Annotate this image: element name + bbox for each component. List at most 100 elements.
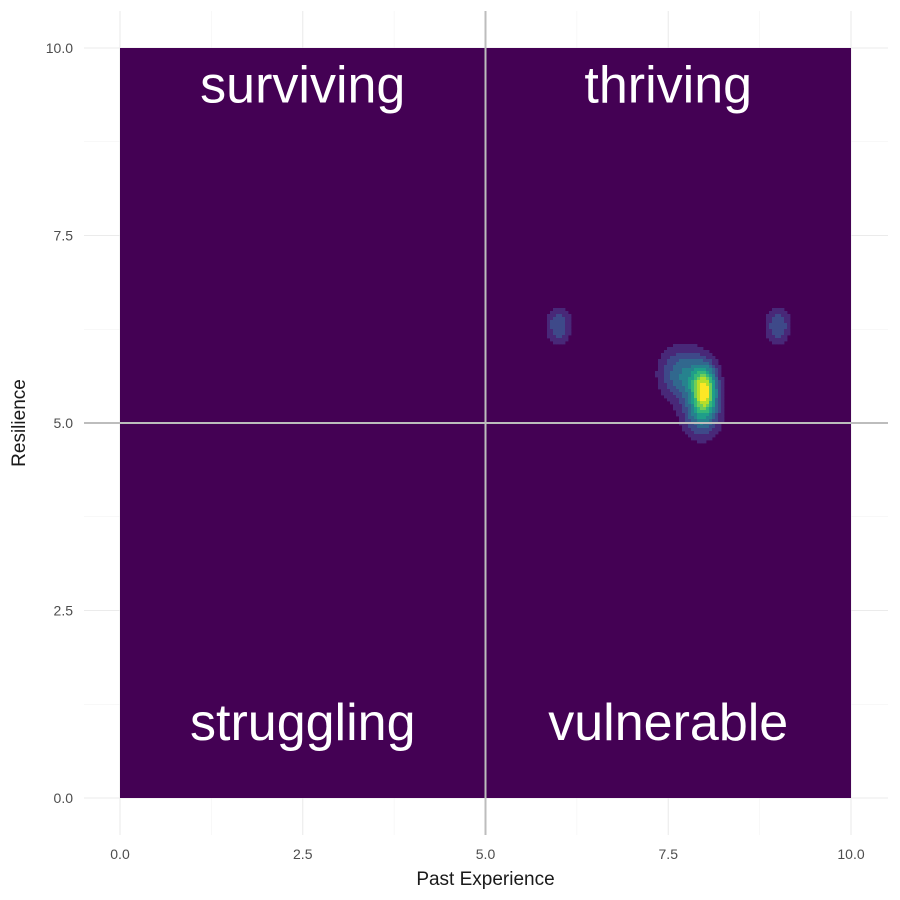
density-cell [700, 383, 704, 387]
density-cell [691, 374, 695, 378]
density-cell [700, 407, 704, 411]
density-cell [784, 317, 788, 321]
density-cell [688, 410, 692, 414]
density-cell [667, 392, 671, 396]
density-cell [718, 380, 722, 384]
density-cell [706, 353, 710, 357]
density-cell [691, 428, 695, 432]
density-cell [718, 368, 722, 372]
density-cell [670, 380, 674, 384]
density-cell [766, 314, 770, 318]
density-cell [667, 380, 671, 384]
density-cell [718, 398, 722, 402]
density-cell [676, 377, 680, 381]
density-cell [691, 437, 695, 441]
density-cell [685, 425, 689, 429]
density-cell [721, 380, 725, 384]
density-cell [787, 329, 791, 333]
density-cell [556, 320, 560, 324]
density-cell [679, 410, 683, 414]
density-cell [697, 431, 701, 435]
density-cell [547, 314, 551, 318]
density-cell [712, 374, 716, 378]
density-cell [682, 362, 686, 366]
density-cell [685, 356, 689, 360]
density-cell [775, 311, 779, 315]
density-cell [676, 386, 680, 390]
density-cell [697, 371, 701, 375]
density-cell [670, 401, 674, 405]
density-cell [679, 389, 683, 393]
density-cell [670, 353, 674, 357]
x-tick-label: 7.5 [659, 846, 679, 862]
density-cell [685, 344, 689, 348]
density-cell [682, 416, 686, 420]
density-cell [721, 419, 725, 423]
y-axis-title: Resilience [9, 379, 30, 467]
density-cell [682, 383, 686, 387]
density-cell [772, 308, 776, 312]
density-cell [550, 314, 554, 318]
density-cell [562, 338, 566, 342]
density-cell [682, 350, 686, 354]
density-cell [700, 404, 704, 408]
density-cell [703, 407, 707, 411]
density-cell [688, 362, 692, 366]
density-cell [697, 428, 701, 432]
density-cell [685, 410, 689, 414]
density-cell [697, 401, 701, 405]
density-cell [706, 425, 710, 429]
density-cell [565, 323, 569, 327]
density-cell [556, 341, 560, 345]
density-cell [709, 410, 713, 414]
density-cell [700, 440, 704, 444]
density-cell [688, 371, 692, 375]
density-cell [679, 344, 683, 348]
density-cell [700, 386, 704, 390]
density-cell [691, 419, 695, 423]
density-cell [556, 332, 560, 336]
density-cell [682, 413, 686, 417]
density-cell [550, 335, 554, 339]
density-cell [679, 404, 683, 408]
density-cell [709, 416, 713, 420]
density-cell [700, 356, 704, 360]
density-cell [682, 407, 686, 411]
density-cell [676, 404, 680, 408]
density-cell [772, 320, 776, 324]
density-cell [703, 353, 707, 357]
density-cell [700, 371, 704, 375]
density-cell [685, 407, 689, 411]
density-cell [673, 368, 677, 372]
density-cell [709, 419, 713, 423]
density-cell [688, 368, 692, 372]
density-cell [781, 320, 785, 324]
density-cell [706, 395, 710, 399]
density-cell [781, 332, 785, 336]
density-cell [706, 392, 710, 396]
density-cell [670, 359, 674, 363]
density-cell [712, 380, 716, 384]
density-cell [694, 380, 698, 384]
density-cell [703, 350, 707, 354]
density-cell [718, 407, 722, 411]
density-cell [562, 314, 566, 318]
density-cell [556, 314, 560, 318]
density-cell [718, 389, 722, 393]
density-cell [697, 413, 701, 417]
density-cell [703, 419, 707, 423]
density-cell [673, 398, 677, 402]
density-cell [661, 356, 665, 360]
density-cell [670, 362, 674, 366]
density-cell [691, 371, 695, 375]
density-cell [775, 326, 779, 330]
density-cell [697, 350, 701, 354]
density-cell [772, 332, 776, 336]
density-cell [703, 437, 707, 441]
density-cell [688, 434, 692, 438]
density-cell [703, 413, 707, 417]
density-cell [667, 389, 671, 393]
density-cell [562, 308, 566, 312]
density-cell [787, 332, 791, 336]
density-cell [706, 428, 710, 432]
